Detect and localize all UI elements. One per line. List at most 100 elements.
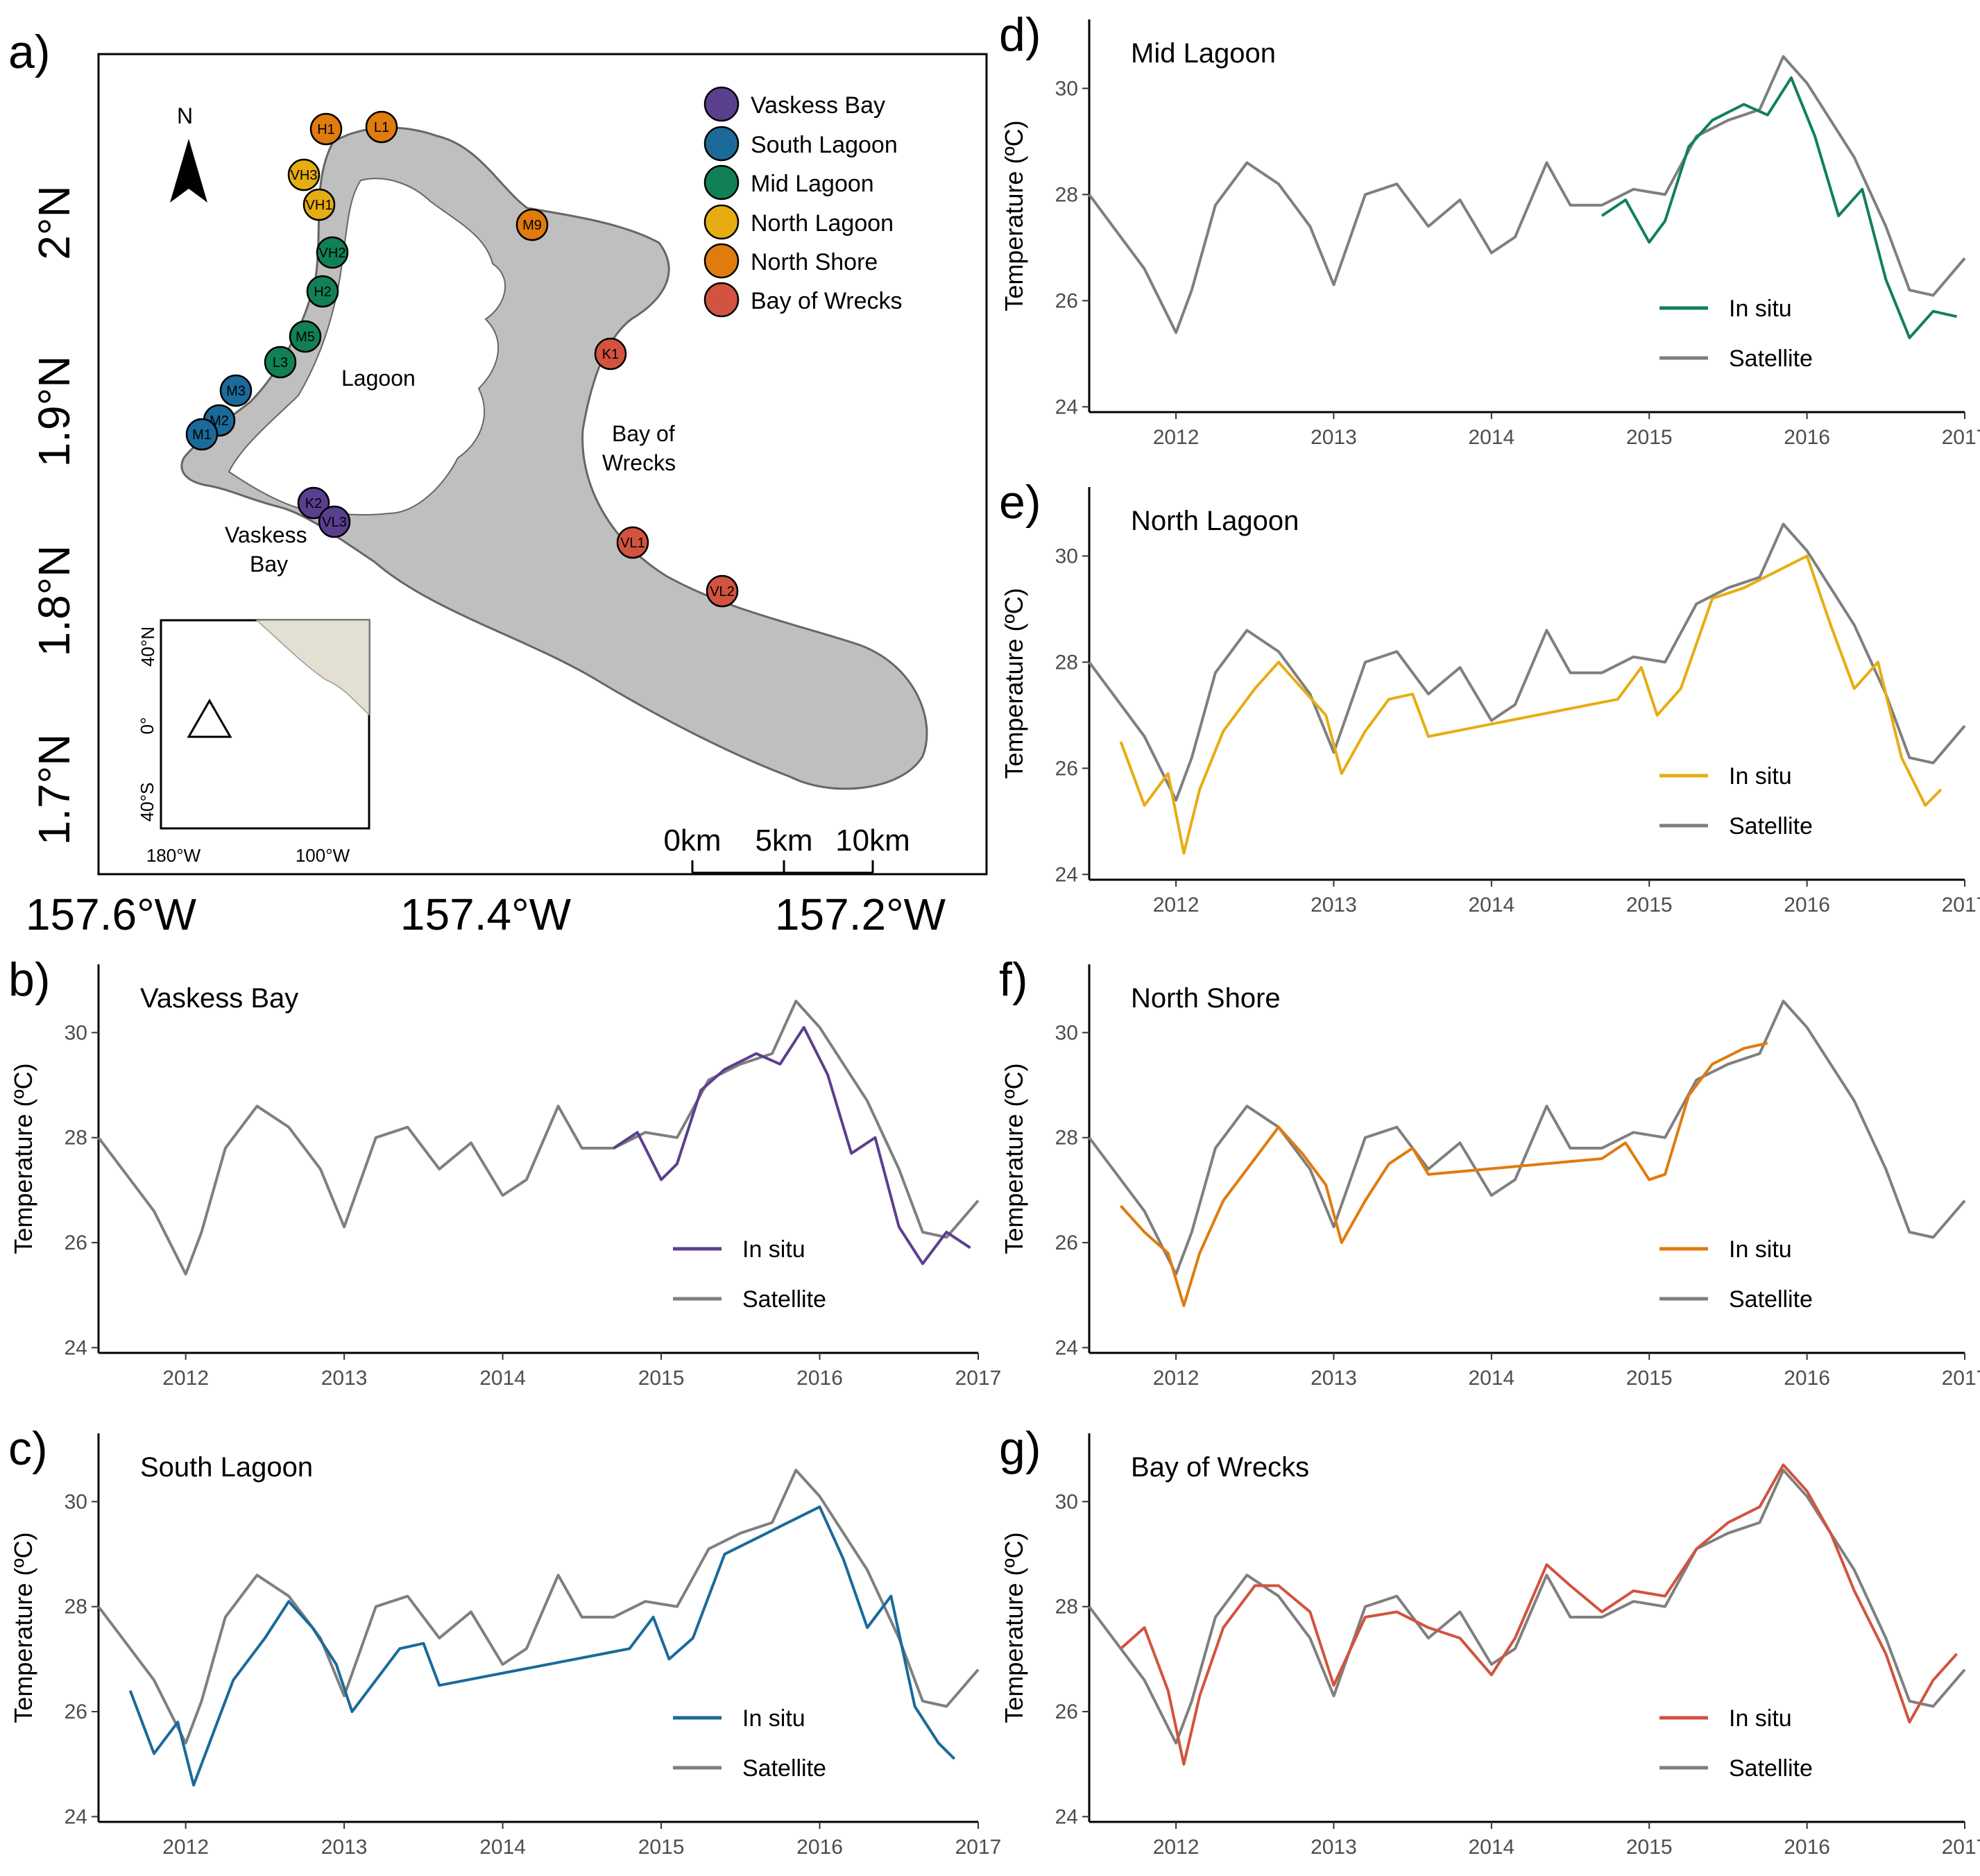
site-marker: VL3 — [318, 505, 351, 538]
y-tick-label: 30 — [1055, 1021, 1078, 1044]
legend-label: In situ — [1729, 296, 1792, 322]
chart-title: Bay of Wrecks — [1131, 1452, 1309, 1483]
x-tick-label: 2014 — [1468, 894, 1514, 916]
site-dot — [185, 418, 219, 451]
chart-panel-e: e) North Lagoon 24 26 28 30 2012 2013 2014 2015 20… — [999, 476, 1980, 916]
y-tick-label: 26 — [65, 1231, 87, 1254]
x-tick-label: 2012 — [162, 1836, 209, 1859]
y-tick-label: 30 — [65, 1490, 87, 1513]
site-marker: M2 — [203, 404, 236, 437]
x-tick-label: 2012 — [1153, 894, 1200, 916]
x-tick-label: 2016 — [1784, 1367, 1830, 1390]
site-id: K2 — [305, 496, 322, 511]
site-marker: K1 — [594, 337, 627, 370]
panel-letter: e) — [999, 476, 1041, 529]
chart-panel-g: g) Bay of Wrecks 24 26 28 30 2012 2013 2014 2015 2… — [999, 1422, 1980, 1859]
site-marker: M1 — [185, 418, 219, 451]
x-tick-label: 2016 — [1784, 1836, 1830, 1859]
legend-label: Satellite — [742, 1286, 826, 1313]
site-marker: H1 — [309, 112, 343, 146]
chart-panel-f: f) North Shore 24 26 28 30 2012 2013 2014 2015 201… — [999, 953, 1980, 1390]
legend-label: Satellite — [1729, 1755, 1813, 1782]
site-id: M5 — [296, 330, 315, 345]
y-tick-label: 24 — [1055, 1805, 1078, 1828]
label-vaskess-1: Vaskess — [225, 522, 307, 547]
legend-swatch — [703, 243, 740, 279]
x-tick-label: 2013 — [321, 1836, 368, 1859]
legend-label: Mid Lagoon — [751, 171, 874, 197]
legend-label: In situ — [1729, 763, 1792, 790]
panel-letter: f) — [999, 953, 1028, 1006]
x-tick-label: 2017 — [1942, 426, 1980, 449]
scale-bar: 0km 5km 10km — [663, 824, 910, 874]
series-line-in-situ — [1120, 1041, 1768, 1307]
y-tick-label: 26 — [1055, 289, 1078, 312]
legend-swatch — [703, 204, 740, 240]
y-axis-label: Temperature (ºC) — [1000, 588, 1028, 778]
x-tick-label: 2016 — [796, 1836, 843, 1859]
lat-tick: 1.8°N — [29, 545, 79, 657]
x-tick-label: 2017 — [1942, 894, 1980, 916]
site-id: H2 — [314, 284, 332, 300]
series-line-satellite — [1088, 1000, 1966, 1276]
x-tick-label: 2015 — [1626, 1836, 1673, 1859]
x-tick-label: 2014 — [1468, 1367, 1514, 1390]
site-dot — [302, 188, 336, 221]
y-tick-label: 26 — [1055, 1231, 1078, 1254]
legend-label: Vaskess Bay — [751, 92, 885, 119]
site-dot — [264, 346, 297, 379]
site-marker: L3 — [264, 346, 297, 379]
site-marker: H2 — [306, 275, 339, 308]
series-line-in-situ — [1601, 76, 1958, 339]
site-marker: M5 — [289, 320, 322, 353]
panel-letter: b) — [8, 953, 50, 1006]
panel-letter-a: a) — [8, 26, 50, 78]
x-tick-label: 2013 — [1311, 1836, 1357, 1859]
inset-landmass — [255, 620, 370, 716]
series-line-in-situ — [1120, 1463, 1958, 1766]
y-tick-label: 30 — [1055, 77, 1078, 100]
site-id: M3 — [226, 384, 246, 399]
site-id: L1 — [374, 120, 389, 135]
y-tick-label: 30 — [1055, 1490, 1078, 1513]
series-line-in-situ — [128, 1505, 956, 1787]
chart-panel-b: b) Vaskess Bay 24 26 28 30 2012 2013 2014 2015 201… — [8, 953, 1001, 1390]
x-tick-label: 2013 — [1311, 894, 1357, 916]
panel-letter: g) — [999, 1422, 1041, 1475]
x-tick-label: 2017 — [1942, 1836, 1980, 1859]
site-id: VH1 — [306, 198, 333, 213]
x-tick-label: 2015 — [638, 1367, 685, 1390]
inset-lat-tick: 0° — [137, 717, 157, 735]
series-line-satellite — [97, 1469, 980, 1745]
x-tick-label: 2016 — [1784, 894, 1830, 916]
legend-item: Mid Lagoon — [703, 164, 874, 201]
y-axis-label: Temperature (ºC) — [9, 1532, 37, 1723]
inset-lon-tick: 100°W — [296, 845, 350, 866]
site-marker: M9 — [515, 208, 549, 241]
site-dot — [297, 486, 330, 520]
north-arrow-icon — [170, 139, 207, 203]
label-vaskess-2: Bay — [250, 552, 288, 577]
chart-title: South Lagoon — [140, 1452, 313, 1483]
time-series-panels: b) Vaskess Bay 24 26 28 30 2012 2013 2014 2015 201… — [8, 8, 1980, 1859]
legend-item: Bay of Wrecks — [703, 282, 903, 318]
site-id: VH3 — [291, 168, 318, 183]
x-tick-label: 2013 — [1311, 1367, 1357, 1390]
inset-lat-tick: 40°N — [137, 626, 158, 667]
site-id: H1 — [317, 122, 335, 137]
y-tick-label: 28 — [65, 1596, 87, 1619]
x-tick-label: 2013 — [321, 1367, 368, 1390]
site-marker: M3 — [219, 374, 253, 407]
series-line-satellite — [97, 1000, 980, 1276]
y-tick-label: 30 — [65, 1021, 87, 1044]
series-line-satellite — [1088, 1469, 1966, 1745]
legend-label: Satellite — [1729, 813, 1813, 839]
site-dot — [309, 112, 343, 146]
legend-label: In situ — [1729, 1705, 1792, 1732]
x-tick-label: 2013 — [1311, 426, 1357, 449]
y-tick-label: 24 — [1055, 1336, 1078, 1359]
y-tick-label: 28 — [1055, 1127, 1078, 1150]
y-tick-label: 28 — [1055, 183, 1078, 206]
site-id: M1 — [192, 427, 212, 443]
legend-label: North Lagoon — [751, 210, 894, 237]
